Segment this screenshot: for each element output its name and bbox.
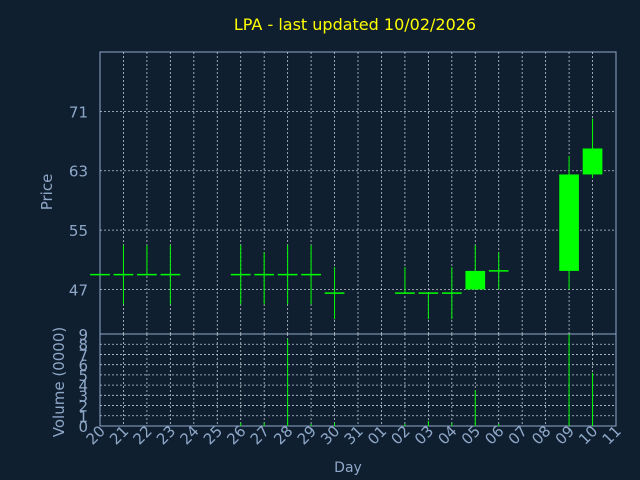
volume-tick-label: 6 [78, 357, 88, 375]
price-tick-label: 63 [69, 163, 88, 181]
price-tick-label: 47 [69, 281, 88, 299]
volume-tick-label: 3 [78, 387, 88, 405]
candle-body [582, 148, 603, 175]
day-axis-label: Day [334, 460, 362, 476]
price-tick-label: 71 [69, 103, 88, 121]
candle-body [465, 270, 486, 290]
volume-tick-label: 4 [78, 377, 88, 395]
volume-tick-label: 0 [78, 418, 88, 436]
volume-tick-label: 7 [78, 346, 88, 364]
volume-tick-label: 2 [78, 398, 88, 416]
volume-tick-label: 5 [78, 367, 88, 385]
chart-title: LPA - last updated 10/02/2026 [234, 15, 476, 34]
price-axis-label: Price [38, 174, 56, 211]
volume-axis-label: Volume (0000) [50, 327, 68, 437]
volume-tick-label: 1 [78, 408, 88, 426]
volume-tick-label: 8 [78, 336, 88, 354]
volume-tick-label: 9 [78, 326, 88, 344]
candle-body [559, 174, 579, 271]
price-tick-label: 55 [69, 222, 88, 240]
